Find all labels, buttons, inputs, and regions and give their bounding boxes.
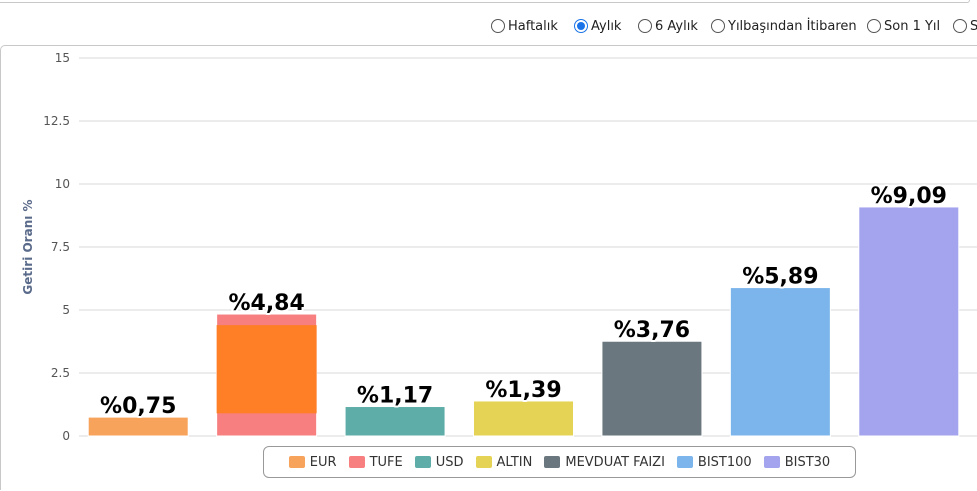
legend-swatch xyxy=(763,456,780,468)
radio-label: 6 Aylık xyxy=(655,18,698,34)
data-label-halo: %1,17 xyxy=(357,384,433,409)
legend-label: BIST30 xyxy=(784,454,831,470)
data-label-halo: %1,39 xyxy=(485,378,561,403)
radio-son-1-yil[interactable]: Son 1 Yıl xyxy=(867,13,940,39)
bar-bist100[interactable] xyxy=(729,287,831,437)
y-tick-label: 12.5 xyxy=(43,114,70,128)
legend-swatch xyxy=(414,456,431,468)
radio-label: Haftalık xyxy=(508,18,558,34)
radio-circle-icon[interactable] xyxy=(638,19,652,33)
radio-label: Aylık xyxy=(591,18,622,34)
y-tick-label: 2.5 xyxy=(51,366,70,380)
data-label-halo: %4,84 xyxy=(228,291,304,316)
radio-6-aylik[interactable]: 6 Aylık xyxy=(638,13,698,39)
bar-altin[interactable] xyxy=(473,400,574,437)
bar-usd[interactable] xyxy=(344,406,446,437)
legend-label: ALTIN xyxy=(496,454,533,470)
radio-circle-icon[interactable] xyxy=(574,19,588,33)
legend-label: BIST100 xyxy=(697,454,752,470)
legend-swatch xyxy=(475,456,492,468)
data-label-bist100: %5,89 xyxy=(742,265,818,290)
y-tick-label: 5 xyxy=(62,303,70,317)
legend-item-tufe[interactable]: TUFE xyxy=(348,454,403,470)
y-axis-ticks: 0 2.5 5 7.5 10 12.5 15 xyxy=(43,51,70,443)
legend-swatch xyxy=(676,456,693,468)
period-selector: Haftalık Aylık 6 Aylık Yılbaşından İtiba… xyxy=(0,13,977,39)
legend-item-bist100[interactable]: BIST100 xyxy=(676,454,752,470)
data-label-halo: %0,75 xyxy=(100,394,176,419)
legend-swatch xyxy=(544,456,561,468)
data-label-eur: %0,75 xyxy=(100,394,176,419)
radio-s[interactable]: S xyxy=(953,13,977,39)
legend-item-usd[interactable]: USD xyxy=(414,454,464,470)
legend-item-mevduat-faizi[interactable]: MEVDUAT FAIZI xyxy=(544,455,665,470)
bar-tufe-overlay xyxy=(216,325,317,414)
radio-circle-icon[interactable] xyxy=(491,19,505,33)
data-label-halo: %3,76 xyxy=(614,318,690,343)
legend-item-eur[interactable]: EUR xyxy=(288,454,337,470)
legend-swatch xyxy=(348,456,365,468)
data-label-halo: %9,09 xyxy=(871,184,947,209)
legend-label: MEVDUAT FAIZI xyxy=(565,454,665,470)
radio-circle-icon[interactable] xyxy=(711,19,725,33)
top-panel-edge xyxy=(0,0,977,4)
data-labels: %0,75%0,75%4,84%4,84%1,17%1,17 %1,39%1,39… xyxy=(98,182,949,421)
bar-eur[interactable] xyxy=(87,416,189,437)
data-label-mevduat-faizi: %3,76 xyxy=(614,318,690,343)
legend-label: EUR xyxy=(309,454,337,470)
legend-label: USD xyxy=(435,454,464,470)
legend-swatch xyxy=(288,456,305,468)
legend: EUR TUFE USD ALTIN MEVDUAT FAIZI BIST100 BIST3… xyxy=(263,446,856,478)
bars xyxy=(87,206,960,437)
data-label-usd: %1,17 xyxy=(357,384,433,409)
chart-panel: 0 2.5 5 7.5 10 12.5 15 Getiri Oranı % %0,75 %0,… xyxy=(0,45,977,490)
radio-aylik[interactable]: Aylık xyxy=(574,13,621,39)
bar-mevduat-faizi[interactable] xyxy=(601,340,703,437)
radio-label: Son 1 Yıl xyxy=(884,18,941,34)
radio-label: S xyxy=(970,18,977,34)
y-axis-label: Getiri Oranı % xyxy=(21,199,35,294)
y-tick-label: 7.5 xyxy=(51,240,70,254)
radio-yilbasindan[interactable]: Yılbaşından İtibaren xyxy=(711,13,857,39)
data-label-tufe: %4,84 xyxy=(228,291,304,316)
data-label-altin: %1,39 xyxy=(485,378,561,403)
data-label-halo: %5,89 xyxy=(742,265,818,290)
radio-label: Yılbaşından İtibaren xyxy=(728,18,857,34)
y-tick-label: 15 xyxy=(55,51,70,65)
radio-circle-icon[interactable] xyxy=(867,19,881,33)
radio-haftalik[interactable]: Haftalık xyxy=(491,13,558,39)
y-tick-label: 0 xyxy=(62,429,70,443)
y-tick-label: 10 xyxy=(55,177,70,191)
legend-label: TUFE xyxy=(369,454,403,470)
legend-item-bist30[interactable]: BIST30 xyxy=(763,454,831,470)
bar-bist30[interactable] xyxy=(858,206,960,437)
radio-circle-icon[interactable] xyxy=(953,19,967,33)
data-label-bist30: %9,09 xyxy=(871,184,947,209)
legend-item-altin[interactable]: ALTIN xyxy=(475,454,533,470)
